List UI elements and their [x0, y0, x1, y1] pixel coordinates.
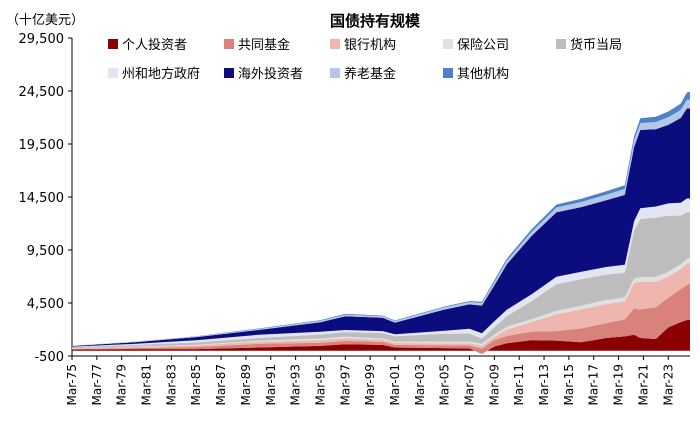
x-tick-label: Mar-13: [537, 364, 551, 405]
legend-swatch: [330, 39, 340, 49]
x-tick-label: Mar-99: [363, 364, 377, 405]
plot-area: [72, 91, 690, 354]
x-tick-label: Mar-93: [289, 364, 303, 405]
legend-label: 银行机构: [344, 38, 396, 53]
area-series: [72, 108, 690, 347]
x-axis: Mar-75 Mar-77 Mar-79 Mar-81 Mar-83 Mar-85 Mar-…: [65, 355, 690, 405]
legend-label: 海外投资者: [238, 66, 303, 82]
x-tick-label: Mar-15: [562, 364, 576, 405]
x-tick-label: Mar-05: [438, 364, 452, 405]
x-tick-label: Mar-75: [65, 364, 79, 405]
x-tick-label: Mar-01: [388, 364, 402, 405]
legend-label: 货币当局: [570, 37, 622, 53]
x-tick-label: Mar-21: [636, 364, 650, 405]
x-tick-label: Mar-19: [612, 364, 626, 405]
legend-label: 州和地方政府: [122, 66, 200, 82]
legend-label: 其他机构: [457, 67, 509, 82]
area-series: [72, 320, 690, 354]
legend-swatch: [330, 68, 340, 78]
x-tick-label: Mar-07: [463, 364, 477, 405]
area-series: [72, 283, 690, 354]
x-tick-label: Mar-95: [313, 364, 327, 405]
y-tick-label: 4,500: [27, 297, 64, 312]
y-axis-unit-label: （十亿美元）: [6, 13, 84, 28]
x-tick-label: Mar-17: [587, 364, 601, 405]
x-tick-label: Mar-91: [264, 364, 278, 405]
y-tick-label: 9,500: [27, 244, 64, 259]
x-tick-label: Mar-81: [140, 364, 154, 405]
y-tick-label: -500: [34, 350, 64, 365]
y-tick-label: 14,500: [19, 191, 65, 206]
x-tick-label: Mar-03: [413, 364, 427, 405]
legend-swatch: [108, 68, 118, 78]
chart-title: 国债持有规模: [330, 12, 421, 30]
x-tick-label: Mar-87: [214, 364, 228, 405]
y-tick-label: 19,500: [19, 138, 65, 153]
legend-swatch: [556, 39, 566, 49]
legend-swatch: [443, 39, 453, 49]
legend-swatch: [108, 39, 118, 49]
legend-label: 个人投资者: [122, 37, 187, 53]
x-tick-label: Mar-23: [661, 364, 675, 405]
legend-label: 共同基金: [238, 37, 290, 53]
x-tick-label: Mar-83: [164, 364, 178, 405]
y-axis: 29,500 24,500 19,500 14,500 9,500 4,500 -500: [19, 32, 73, 365]
x-tick-label: Mar-89: [239, 364, 253, 405]
legend-swatch: [224, 68, 234, 78]
x-tick-label: Mar-09: [487, 364, 501, 405]
x-tick-label: Mar-77: [90, 364, 104, 405]
x-tick-label: Mar-97: [338, 364, 352, 405]
y-tick-label: 29,500: [19, 32, 65, 47]
x-tick-label: Mar-79: [115, 364, 129, 405]
x-tick-label: Mar-11: [512, 364, 526, 405]
legend-label: 保险公司: [457, 38, 509, 53]
legend-label: 养老基金: [344, 66, 396, 82]
area-series: [72, 212, 690, 349]
y-tick-label: 24,500: [19, 85, 65, 100]
legend-swatch: [443, 68, 453, 78]
x-tick-label: Mar-85: [189, 364, 203, 405]
area-series: [72, 262, 690, 350]
legend-swatch: [224, 39, 234, 49]
